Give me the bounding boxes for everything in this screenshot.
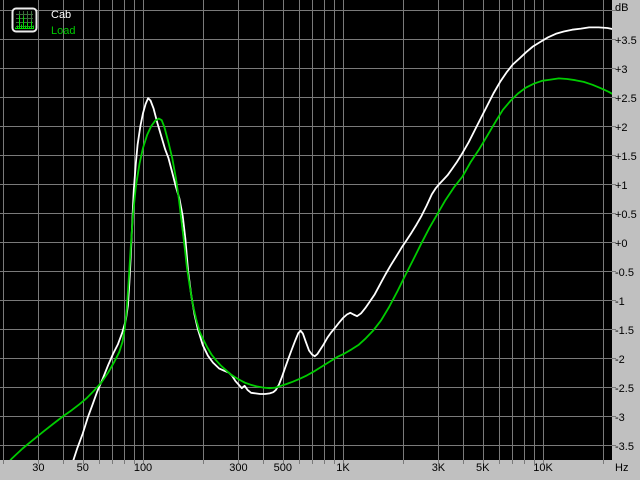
spectrum-analyzer-icon[interactable]	[11, 7, 38, 33]
y-tick-label-3.5: +3.5	[615, 35, 637, 47]
y-tick-label--3: -3	[615, 412, 625, 424]
y-tick-label--1.5: -1.5	[615, 325, 634, 337]
y-tick-label-1: +1	[615, 180, 628, 192]
x-tick-label-300: 300	[229, 462, 248, 474]
x-tick-label-5K: 5K	[476, 462, 490, 474]
legend: Cab Load	[11, 7, 75, 39]
x-tick-label-100: 100	[133, 462, 153, 474]
y-tick-label--3.5: -3.5	[615, 441, 634, 453]
y-tick-label-2.5: +2.5	[615, 93, 637, 105]
x-tick-label-1K: 1K	[336, 462, 350, 474]
y-tick-label--2.5: -2.5	[615, 383, 634, 395]
y-tick-label-2: +2	[615, 122, 628, 134]
x-tick-label-3K: 3K	[431, 462, 446, 474]
legend-label-load: Load	[51, 25, 76, 37]
y-tick-label--2: -2	[615, 354, 625, 366]
y-axis-unit-label: dB	[615, 2, 629, 14]
x-axis-unit-label: Hz	[615, 462, 629, 474]
y-tick-label-0.5: +0.5	[615, 209, 637, 221]
y-axis-strip	[612, 0, 640, 480]
y-tick-label--1: -1	[615, 296, 625, 308]
y-tick-label-0: +0	[615, 238, 628, 250]
x-tick-label-10K: 10K	[533, 462, 553, 474]
cab-curve	[72, 26, 612, 460]
x-axis-strip	[0, 460, 612, 480]
load-curve	[9, 77, 612, 460]
y-tick-label-1.5: +1.5	[615, 151, 637, 163]
y-tick-label--0.5: -0.5	[615, 267, 634, 279]
legend-label-cab: Cab	[51, 9, 72, 21]
x-tick-label-500: 500	[273, 462, 292, 474]
x-tick-label-50: 50	[76, 462, 89, 474]
y-tick-label-3: +3	[615, 64, 628, 76]
x-tick-label-30: 30	[32, 462, 45, 474]
grid-lines	[0, 0, 616, 464]
